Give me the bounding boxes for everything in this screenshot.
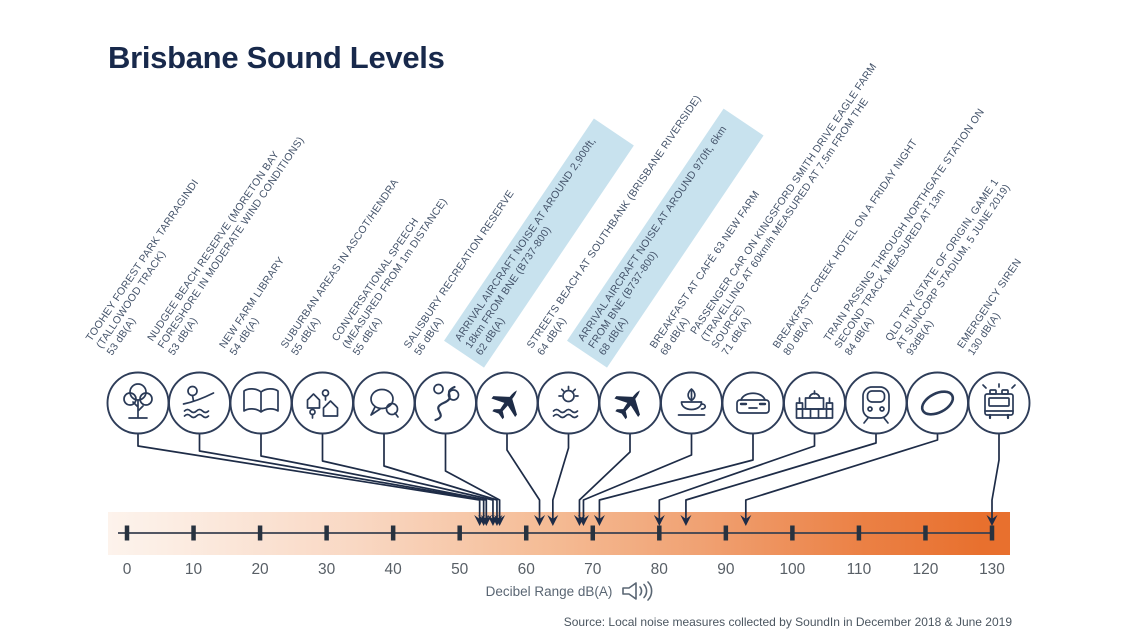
- source-note: Source: Local noise measures collected b…: [563, 615, 1012, 629]
- axis-tick-label: 100: [779, 561, 805, 578]
- connector-arrow: [321, 433, 499, 526]
- axis-tick-label: 80: [651, 561, 669, 578]
- park-path-icon: [414, 371, 477, 435]
- highlight-band: [444, 118, 634, 368]
- connector-arrow: [137, 433, 486, 526]
- connector-arrow: [593, 433, 754, 526]
- speech-bubbles-icon: [352, 371, 416, 435]
- car-icon: [721, 371, 785, 435]
- axis-tick-label: 60: [518, 561, 536, 578]
- speaker-icon: [622, 581, 653, 601]
- axis-tick-label: 30: [318, 561, 336, 578]
- connector-arrow: [383, 433, 503, 526]
- rugby-ball-icon: [906, 371, 969, 435]
- axis-tick-label: 110: [847, 561, 872, 578]
- tree-icon: [106, 371, 170, 435]
- item-label: CONVERSATIONAL SPEECH(MEASURED FROM 1m D…: [330, 189, 461, 358]
- highlight-band: [567, 108, 764, 368]
- connector-arrow: [547, 433, 570, 526]
- connector-arrow: [986, 433, 1000, 526]
- connector-arrow: [506, 433, 546, 526]
- svg-text:EMERGENCY SIREN130 dB(A): EMERGENCY SIREN130 dB(A): [955, 256, 1034, 357]
- connector-arrow: [740, 433, 939, 526]
- book-icon: [229, 371, 293, 435]
- axis-tick-label: 120: [913, 561, 939, 578]
- connector-arrow: [198, 433, 490, 526]
- train-icon: [844, 371, 908, 435]
- sun-water-icon: [537, 371, 600, 435]
- airplane-icon: [475, 371, 539, 435]
- axis-tick-label: 70: [584, 561, 602, 578]
- page-title: Brisbane Sound Levels: [108, 40, 445, 75]
- airplane-icon: [598, 371, 662, 435]
- axis-tick-label: 0: [123, 561, 132, 578]
- axis-tick-label: 90: [717, 561, 735, 578]
- connector-arrow: [577, 433, 693, 526]
- connector-arrow: [680, 433, 877, 526]
- axis-tick-label: 130: [979, 561, 1005, 578]
- fire-truck-icon: [967, 371, 1031, 435]
- item-label: QLD TRY (STATE OF ORIGIN, GAME 1AT SUNCO…: [883, 175, 1023, 358]
- beach-icon: [168, 371, 231, 435]
- axis-tick-label: 10: [185, 561, 203, 578]
- connector-arrow: [260, 433, 492, 526]
- axis-caption-label: Decibel Range dB(A): [485, 583, 613, 599]
- connector-arrow: [573, 433, 631, 526]
- axis-tick-label: 20: [251, 561, 269, 578]
- axis-tick-label: 40: [385, 561, 403, 578]
- houses-icon: [291, 371, 354, 435]
- svg-text:QLD TRY (STATE OF ORIGIN, GAME: QLD TRY (STATE OF ORIGIN, GAME 1AT SUNCO…: [883, 175, 1023, 358]
- axis-tick-label: 50: [451, 561, 469, 578]
- connector-arrow: [444, 433, 506, 526]
- item-label: EMERGENCY SIREN130 dB(A): [955, 256, 1034, 357]
- coffee-icon: [660, 371, 723, 435]
- hotel-building-icon: [783, 371, 846, 435]
- axis-caption: Decibel Range dB(A): [0, 580, 1140, 602]
- svg-text:CONVERSATIONAL SPEECH(MEASURED: CONVERSATIONAL SPEECH(MEASURED FROM 1m D…: [330, 189, 461, 358]
- connector-arrow: [653, 433, 816, 526]
